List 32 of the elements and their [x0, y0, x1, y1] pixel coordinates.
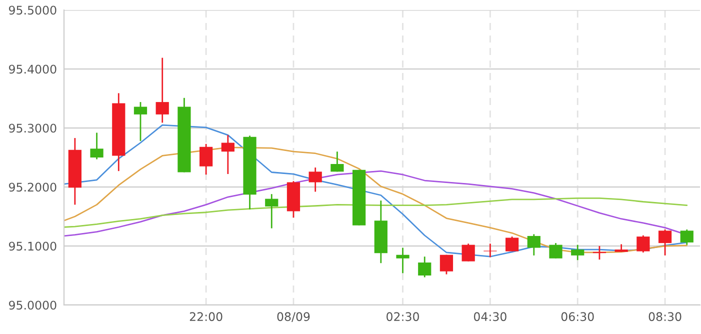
y-tick-label: 95.1000	[8, 242, 56, 251]
candlestick	[571, 244, 584, 261]
x-tick-label: 08:30	[648, 312, 682, 322]
candlestick	[658, 228, 672, 256]
candlestick	[156, 57, 169, 124]
candlestick	[396, 247, 410, 274]
candlestick	[418, 256, 432, 278]
candlestick	[462, 242, 475, 262]
candlestick	[90, 132, 104, 160]
x-tick-label: 02:30	[386, 312, 419, 322]
y-tick-label: 95.4000	[8, 64, 56, 74]
y-tick-label: 95.3000	[8, 124, 56, 133]
candlestick	[221, 134, 234, 175]
candlestick	[636, 234, 650, 254]
x-tick-label: 08/09	[277, 312, 310, 322]
candlestick	[265, 193, 278, 229]
candlestick	[440, 254, 454, 276]
y-tick-label: 95.0000	[8, 300, 56, 310]
candlestick	[330, 150, 344, 172]
y-tick-label: 95.2000	[8, 182, 56, 192]
candlestick	[134, 101, 148, 142]
candlestick	[308, 166, 322, 192]
y-tick-label: 95.5000	[8, 6, 56, 15]
candlestick	[200, 143, 213, 176]
x-tick-label: 04:30	[474, 312, 506, 322]
x-tick-label: 06:30	[561, 312, 594, 322]
x-tick-label: 22:00	[190, 312, 222, 322]
candlestick	[549, 242, 562, 260]
candlestick	[484, 242, 497, 258]
candlestick	[527, 234, 540, 256]
candlestick	[505, 236, 519, 252]
candlestick	[680, 228, 694, 246]
